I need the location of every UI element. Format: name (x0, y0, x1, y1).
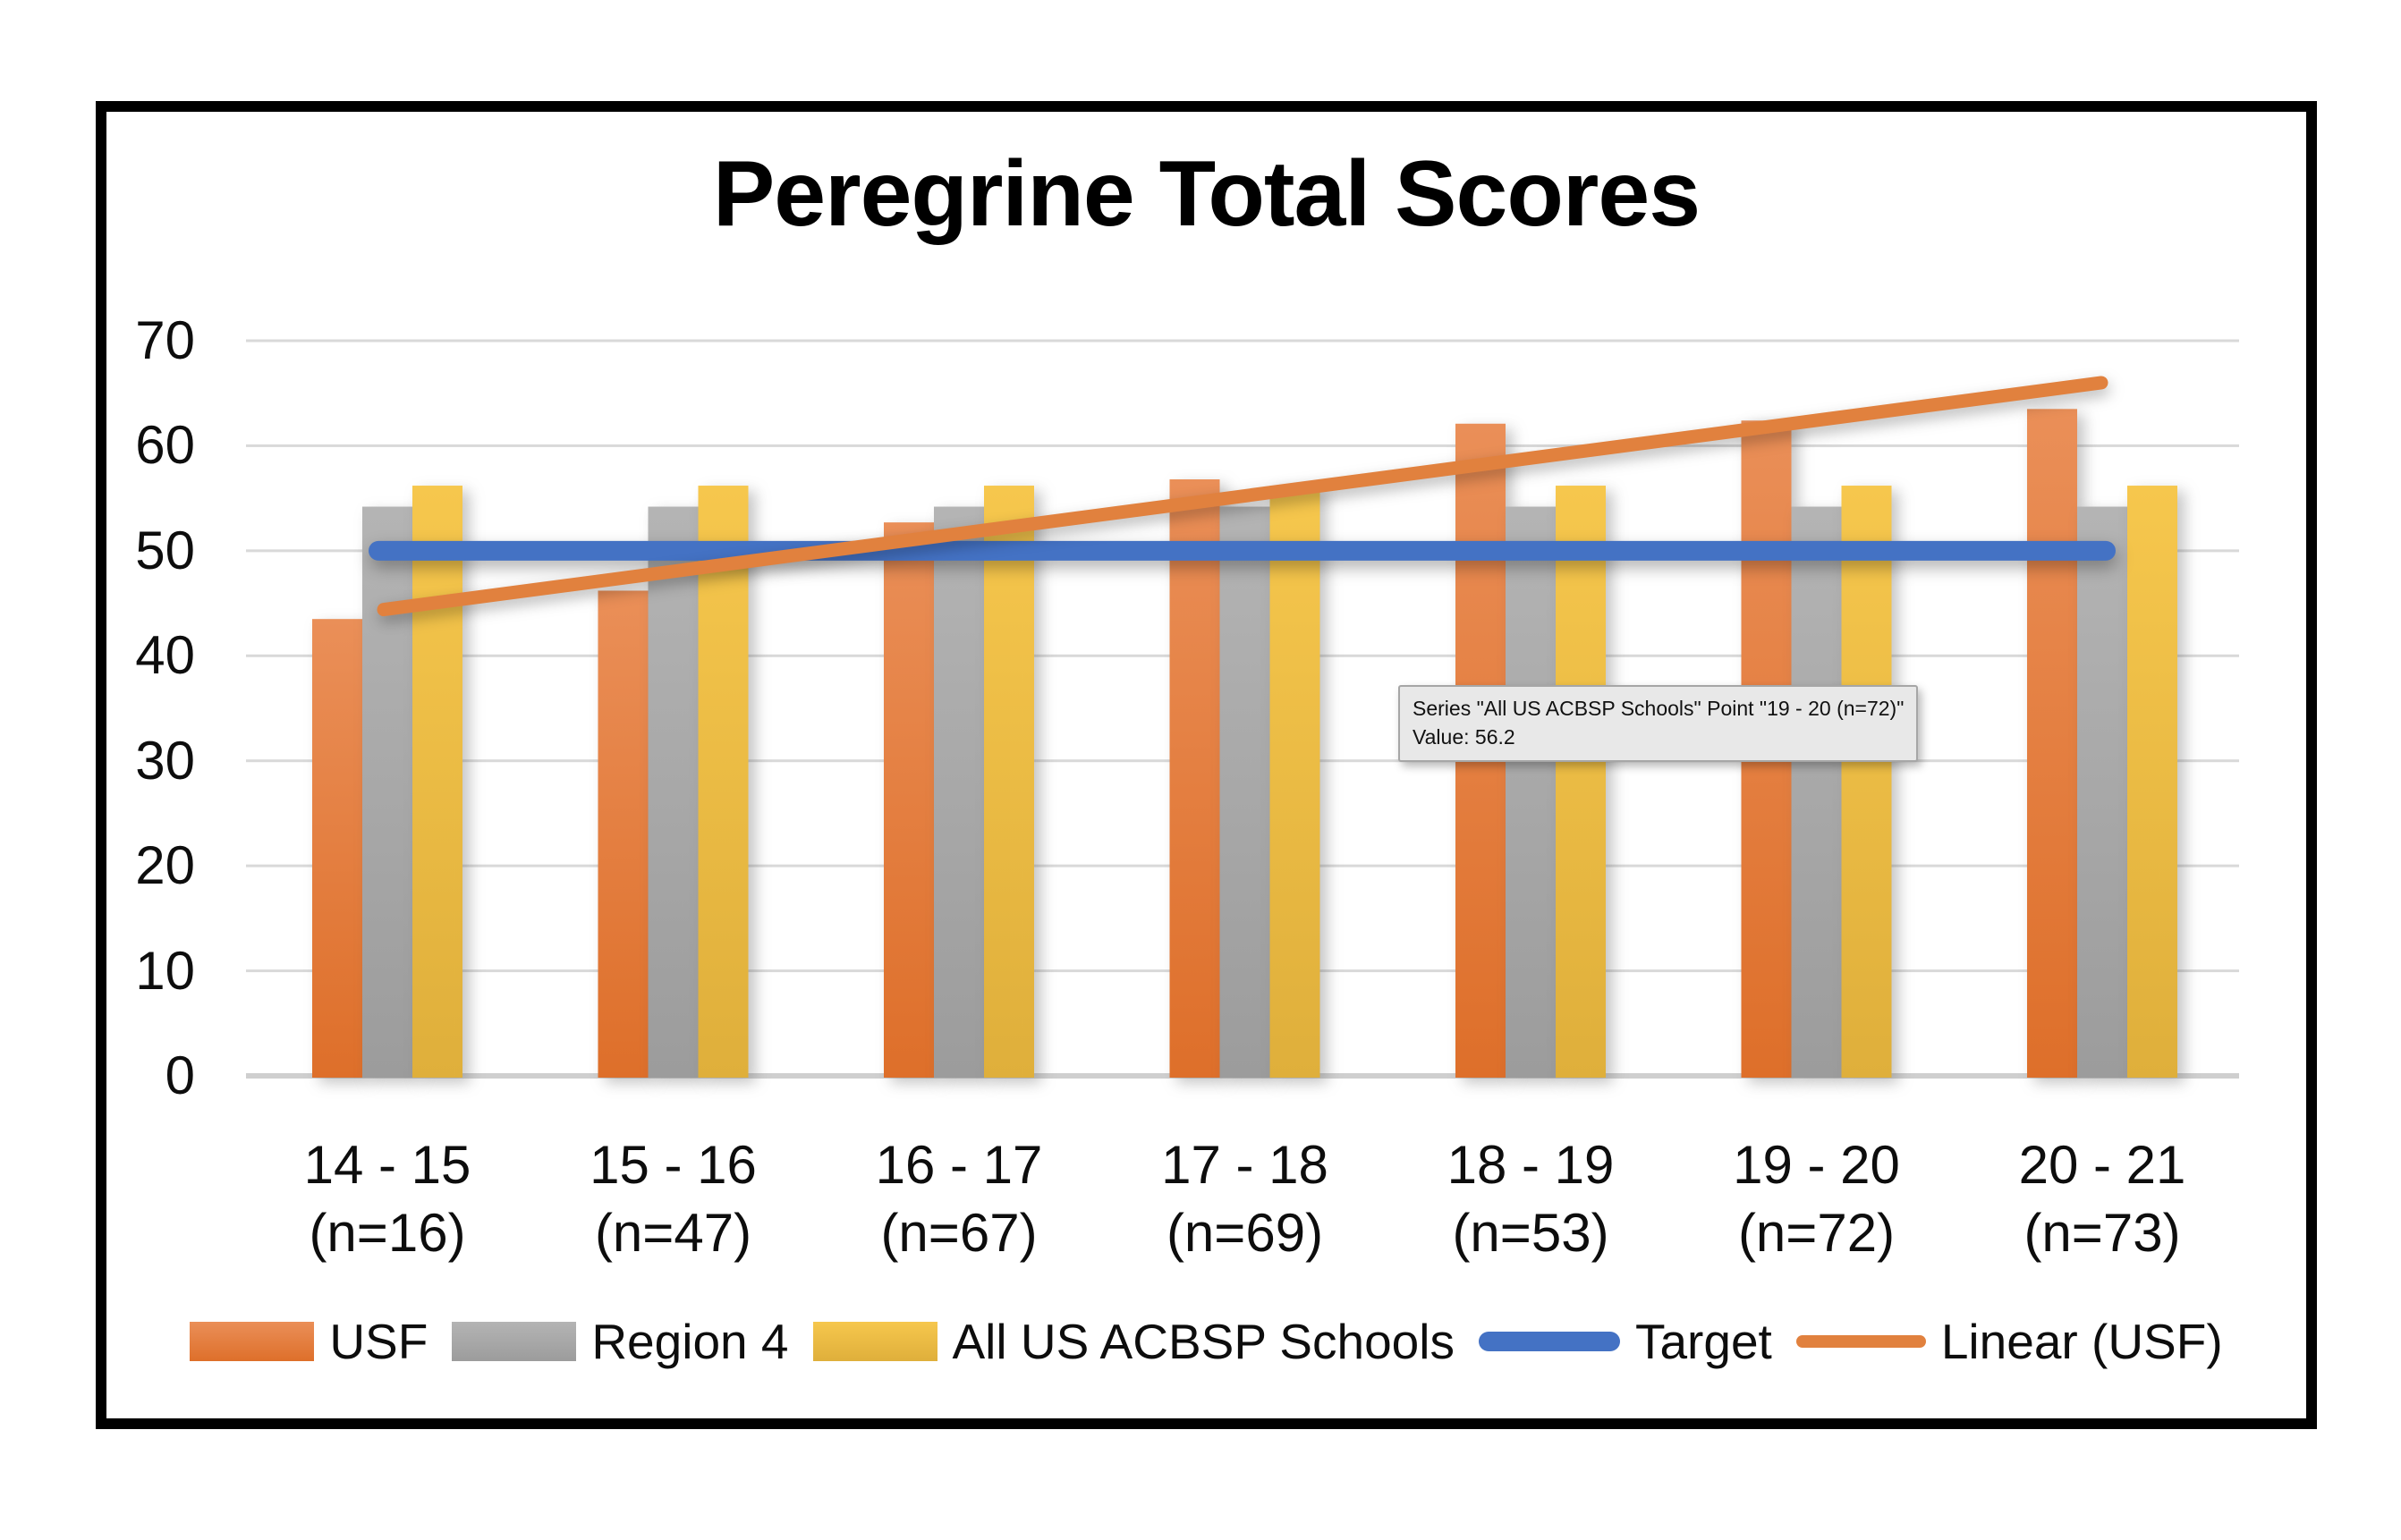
legend-swatch-target-line (1478, 1332, 1620, 1351)
legend: USF Region 4 All US ACBSP Schools Target Lin… (96, 1301, 2317, 1382)
chart-tooltip: Series "All US ACBSP Schools" Point "19 … (1398, 685, 1919, 762)
gridline-70 (246, 339, 2239, 343)
bar-region-4-18-19[interactable] (1506, 506, 1556, 1078)
chart-title: Peregrine Total Scores (712, 142, 1701, 246)
bar-usf-17-18[interactable] (1169, 479, 1220, 1078)
bar-usf-15-16[interactable] (598, 590, 649, 1078)
bar-region-4-14-15[interactable] (362, 506, 412, 1078)
legend-item-target[interactable]: Target (1478, 1314, 1772, 1369)
y-tick-label-70: 70 (135, 310, 195, 370)
bar-region-4-20-21[interactable] (2077, 506, 2127, 1078)
legend-item-linear-usf-[interactable]: Linear (USF) (1795, 1314, 2223, 1369)
legend-swatch-bar (190, 1322, 315, 1361)
bar-region-4-17-18[interactable] (1219, 506, 1270, 1078)
x-category-label-20-21: 20 - 21 (n=73) (2018, 1135, 2186, 1263)
legend-swatch-trend-line (1795, 1335, 1926, 1348)
y-tick-label-30: 30 (135, 730, 195, 791)
y-tick-label-10: 10 (135, 940, 195, 1001)
legend-label: Linear (USF) (1940, 1314, 2223, 1369)
x-category-label-15-16: 15 - 16 (n=47) (590, 1135, 757, 1263)
x-category-label-14-15: 14 - 15 (n=16) (303, 1135, 471, 1263)
legend-label: USF (329, 1314, 428, 1369)
y-tick-label-40: 40 (135, 625, 195, 686)
bar-usf-14-15[interactable] (312, 619, 362, 1078)
legend-item-all-us-acbsp-schools[interactable]: All US ACBSP Schools (812, 1314, 1455, 1369)
bar-all-us-acbsp-schools-19-20[interactable] (1841, 486, 1892, 1078)
bar-all-us-acbsp-schools-18-19[interactable] (1556, 486, 1606, 1078)
y-tick-label-20: 20 (135, 835, 195, 896)
y-tick-label-60: 60 (135, 415, 195, 476)
legend-label: All US ACBSP Schools (952, 1314, 1455, 1369)
bar-region-4-15-16[interactable] (648, 506, 699, 1078)
x-category-label-18-19: 18 - 19 (n=53) (1447, 1135, 1615, 1263)
bar-usf-20-21[interactable] (2027, 409, 2077, 1078)
bar-all-us-acbsp-schools-15-16[interactable] (698, 486, 749, 1078)
x-category-label-17-18: 17 - 18 (n=69) (1161, 1135, 1328, 1263)
linear-usf-trendline[interactable] (377, 376, 2108, 617)
bar-all-us-acbsp-schools-17-18[interactable] (1269, 486, 1320, 1078)
legend-swatch-bar (812, 1322, 937, 1361)
bar-region-4-19-20[interactable] (1791, 506, 1842, 1078)
legend-label: Region 4 (591, 1314, 789, 1369)
bar-all-us-acbsp-schools-16-17[interactable] (984, 486, 1034, 1078)
gridline-60 (246, 444, 2239, 447)
bar-usf-16-17[interactable] (884, 522, 934, 1078)
y-tick-label-50: 50 (135, 520, 195, 580)
y-tick-label-0: 0 (165, 1045, 195, 1105)
tooltip-series-point-text: Series "All US ACBSP Schools" Point "19 … (1413, 697, 1905, 720)
legend-item-region-4[interactable]: Region 4 (452, 1314, 789, 1369)
legend-swatch-bar (452, 1322, 577, 1361)
x-category-label-16-17: 16 - 17 (n=67) (875, 1135, 1043, 1263)
bar-all-us-acbsp-schools-14-15[interactable] (412, 486, 462, 1078)
legend-label: Target (1634, 1314, 1772, 1369)
x-category-label-19-20: 19 - 20 (n=72) (1733, 1135, 1900, 1263)
bar-all-us-acbsp-schools-20-21[interactable] (2127, 486, 2177, 1078)
legend-item-usf[interactable]: USF (190, 1315, 428, 1368)
tooltip-value-text: Value: 56.2 (1413, 725, 1515, 749)
bar-region-4-16-17[interactable] (934, 506, 984, 1078)
